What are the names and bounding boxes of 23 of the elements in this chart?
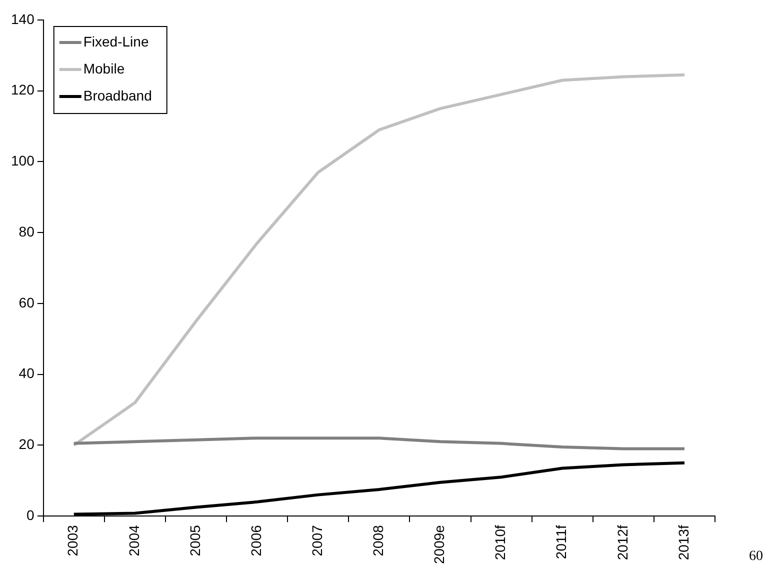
legend-label: Fixed-Line	[83, 33, 149, 50]
legend-label: Mobile	[83, 60, 125, 76]
x-tick-label: 2008	[370, 524, 386, 556]
y-tick-label: 20	[18, 436, 35, 452]
x-tick-label: 2011f	[553, 524, 570, 560]
x-tick-label: 2013f	[675, 524, 692, 560]
text: 60	[749, 549, 763, 565]
y-tick-label: 140	[11, 10, 35, 27]
legend-label: Broadband	[83, 87, 152, 104]
y-tick-label: 100	[11, 152, 35, 169]
y-tick-label: 120	[11, 82, 35, 98]
y-tick-label: 40	[18, 365, 35, 382]
y-tick-label: 80	[18, 223, 35, 240]
x-tick-label: 2006	[248, 524, 264, 556]
x-tick-label: 2009e	[431, 524, 448, 564]
y-tick-label: 60	[18, 294, 35, 310]
x-tick-label: 2003	[64, 524, 81, 556]
x-tick-label: 2010f	[492, 524, 508, 560]
x-tick-label: 2012f	[614, 524, 630, 560]
x-tick-label: 2004	[126, 524, 142, 556]
y-tick-label: 0	[26, 506, 35, 523]
x-tick-label: 2005	[186, 524, 203, 556]
x-tick-label: 2007	[308, 524, 325, 556]
